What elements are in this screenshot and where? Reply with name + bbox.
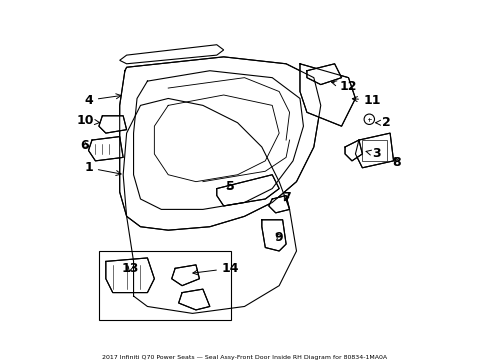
Text: 2017 Infiniti Q70 Power Seats — Seal Assy-Front Door Inside RH Diagram for 80834: 2017 Infiniti Q70 Power Seats — Seal Ass… (102, 355, 386, 360)
Polygon shape (120, 57, 320, 230)
Text: 13: 13 (121, 262, 139, 275)
Text: 12: 12 (331, 80, 357, 93)
Polygon shape (120, 45, 223, 64)
Circle shape (364, 114, 374, 125)
Text: 3: 3 (365, 148, 380, 161)
Text: 6: 6 (81, 139, 89, 152)
Polygon shape (88, 136, 123, 161)
Polygon shape (99, 116, 126, 133)
Text: 2: 2 (375, 116, 390, 129)
Bar (362, 140, 386, 161)
Text: 9: 9 (274, 231, 283, 244)
Text: 5: 5 (226, 180, 235, 193)
Text: 7: 7 (281, 191, 290, 204)
Polygon shape (105, 258, 154, 293)
Text: 8: 8 (392, 156, 401, 169)
Polygon shape (268, 195, 289, 213)
Polygon shape (306, 64, 341, 85)
Text: 11: 11 (352, 94, 381, 107)
Text: 1: 1 (84, 161, 121, 176)
Text: 4: 4 (84, 94, 121, 107)
Polygon shape (178, 289, 209, 310)
Polygon shape (216, 175, 279, 206)
Polygon shape (355, 133, 393, 168)
Polygon shape (261, 220, 285, 251)
Text: 14: 14 (192, 262, 239, 275)
Text: 10: 10 (76, 114, 100, 127)
Bar (99, 251, 230, 320)
Polygon shape (171, 265, 199, 286)
Polygon shape (345, 140, 362, 161)
Polygon shape (299, 64, 355, 126)
